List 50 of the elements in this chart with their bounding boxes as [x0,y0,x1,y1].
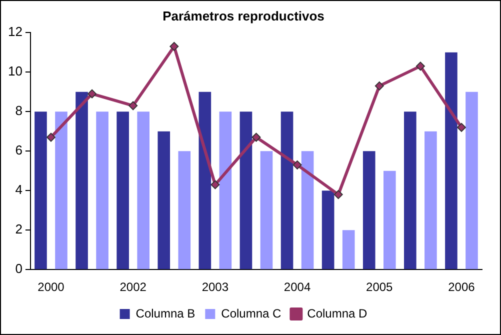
point [374,81,384,90]
point [128,101,138,110]
bar [158,131,170,270]
point [88,89,97,98]
point [170,42,179,51]
point [334,190,343,200]
bar [342,230,355,270]
bar [198,92,212,270]
bar [301,151,314,270]
y-tick-label: 4 [15,182,22,198]
bar [260,151,273,270]
bar [116,112,129,270]
legend-label: Columna B [136,306,196,320]
bar [55,112,68,270]
y-tick-label: 8 [15,103,22,118]
x-tick-label: 2003 [202,280,229,294]
legend-label: Columna D [307,306,368,320]
chart-title: Parámetros reproductivos [162,8,324,24]
bar [178,151,191,270]
y-tick-label: 2 [15,222,22,237]
bar [362,151,376,270]
point [210,180,220,190]
bar [34,112,47,270]
x-tick-label: 2004 [284,280,311,294]
bar [137,112,150,270]
bar [219,112,232,270]
point [456,122,466,132]
point [416,62,425,71]
point [46,132,56,142]
y-tick-label: 12 [8,24,22,40]
y-tick-label: 0 [15,261,22,276]
legend-label: Columna C [221,306,282,320]
bar [383,170,396,270]
bar [445,52,458,270]
bar [424,131,437,270]
bar [96,112,108,270]
bar [240,112,252,270]
point [292,160,302,170]
y-tick-label: 10 [8,64,22,79]
point [252,132,261,142]
bar [322,190,334,270]
bar [466,92,478,270]
bar [404,112,416,270]
bar [280,112,294,270]
x-tick-label: 2006 [448,280,476,294]
x-tick-label: 2000 [38,280,65,294]
bar [76,92,88,270]
x-tick-label: 2002 [120,280,147,294]
y-tick-label: 6 [15,142,22,158]
x-tick-label: 2005 [366,280,394,294]
